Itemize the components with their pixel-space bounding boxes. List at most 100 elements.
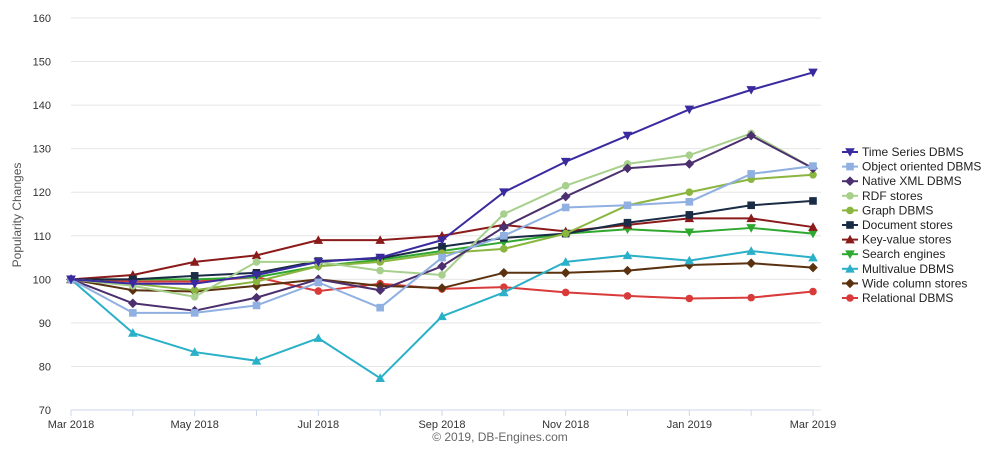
data-point — [500, 231, 508, 240]
y-tick-label: 140 — [33, 100, 51, 112]
data-point — [190, 272, 199, 280]
data-point — [128, 279, 138, 289]
legend-label: Document stores — [862, 218, 953, 232]
data-point — [623, 201, 632, 210]
data-point — [809, 171, 817, 179]
legend-item[interactable]: Time Series DBMS — [842, 145, 964, 159]
legend-marker — [845, 264, 855, 273]
data-point — [437, 261, 447, 272]
y-tick-label: 100 — [33, 274, 51, 286]
data-point — [129, 309, 137, 317]
data-point — [623, 292, 632, 300]
x-tick-label: Mar 2019 — [790, 419, 836, 431]
data-point — [376, 303, 384, 312]
data-point — [252, 301, 261, 310]
x-axis: Mar 2018 May 2018 Jul 2018 Sep 2018 Nov 2018… — [48, 409, 836, 431]
legend-item[interactable]: Object oriented DBMS — [842, 160, 981, 174]
y-tick-label: 90 — [39, 318, 51, 330]
legend-item[interactable]: Key-value stores — [842, 233, 951, 247]
data-point — [313, 235, 324, 244]
y-tick-label: 120 — [33, 187, 51, 199]
data-point — [808, 252, 818, 262]
grid-lines — [71, 17, 821, 411]
legend-item[interactable]: Relational DBMS — [842, 291, 953, 305]
series-rdf-stores — [67, 129, 817, 301]
data-point — [129, 275, 137, 284]
data-point — [746, 130, 756, 141]
data-point — [251, 355, 262, 365]
data-point — [500, 210, 508, 218]
y-axis: 70 80 90 100 110 120 130 140 150 160 — [33, 13, 51, 417]
data-point — [251, 250, 262, 260]
x-tick-label: Sep 2018 — [418, 419, 465, 431]
legend-label: Key-value stores — [862, 233, 951, 247]
data-point — [499, 287, 509, 297]
data-point — [684, 105, 695, 115]
legend-marker — [846, 294, 854, 302]
data-point — [747, 293, 755, 302]
y-axis-title: Popularity Changes — [10, 163, 24, 268]
data-point — [189, 279, 200, 289]
data-point — [684, 255, 695, 265]
data-point — [560, 191, 571, 202]
legend-item[interactable]: Native XML DBMS — [842, 174, 962, 188]
data-point — [499, 222, 509, 232]
data-point — [189, 257, 200, 266]
legend-label: Search engines — [862, 247, 945, 261]
data-point — [747, 201, 755, 210]
data-point — [684, 159, 695, 169]
data-point — [623, 218, 632, 227]
legend-marker — [845, 234, 855, 244]
data-point — [561, 288, 570, 297]
legend-label: Object oriented DBMS — [862, 160, 981, 174]
legend-marker — [845, 148, 855, 157]
legend-marker — [845, 250, 855, 259]
legend-marker — [845, 278, 855, 289]
legend-item[interactable]: RDF stores — [842, 189, 923, 203]
data-point — [808, 222, 818, 231]
data-point — [252, 258, 261, 266]
legend-item[interactable]: Multivalue DBMS — [842, 262, 954, 276]
data-point — [685, 151, 694, 159]
legend-item[interactable]: Wide column stores — [842, 276, 967, 290]
data-point — [622, 131, 633, 141]
legend-item[interactable]: Document stores — [842, 218, 953, 232]
data-point — [622, 250, 633, 260]
legend-item[interactable]: Search engines — [842, 247, 945, 261]
legend-label: Time Series DBMS — [862, 145, 964, 159]
data-point — [561, 229, 570, 238]
data-point — [560, 257, 571, 266]
y-tick-label: 160 — [33, 13, 51, 25]
data-point — [190, 286, 199, 295]
y-tick-label: 110 — [33, 231, 51, 243]
data-point — [622, 265, 633, 276]
data-point — [438, 271, 446, 279]
data-point — [746, 86, 756, 95]
data-point — [499, 268, 509, 278]
data-point — [128, 298, 138, 309]
data-point — [314, 278, 323, 287]
data-point — [438, 242, 446, 251]
legend-item[interactable]: Graph DBMS — [842, 203, 933, 217]
data-point — [437, 311, 447, 321]
data-point — [685, 294, 694, 303]
data-point — [252, 277, 261, 286]
data-point — [809, 287, 817, 296]
data-point — [809, 197, 817, 205]
data-point — [622, 163, 633, 174]
data-point — [376, 266, 384, 275]
y-tick-label: 130 — [33, 144, 51, 156]
data-point — [128, 285, 138, 296]
data-point — [809, 162, 817, 170]
data-point — [437, 236, 447, 245]
data-point — [684, 228, 695, 238]
legend-marker — [846, 192, 854, 200]
x-tick-label: Nov 2018 — [542, 419, 589, 431]
data-point — [561, 181, 570, 190]
series-object-oriented-dbms — [67, 162, 817, 317]
data-point — [500, 283, 508, 291]
legend-label: Native XML DBMS — [862, 174, 962, 188]
data-point — [190, 292, 199, 301]
y-tick-label: 150 — [33, 57, 51, 69]
